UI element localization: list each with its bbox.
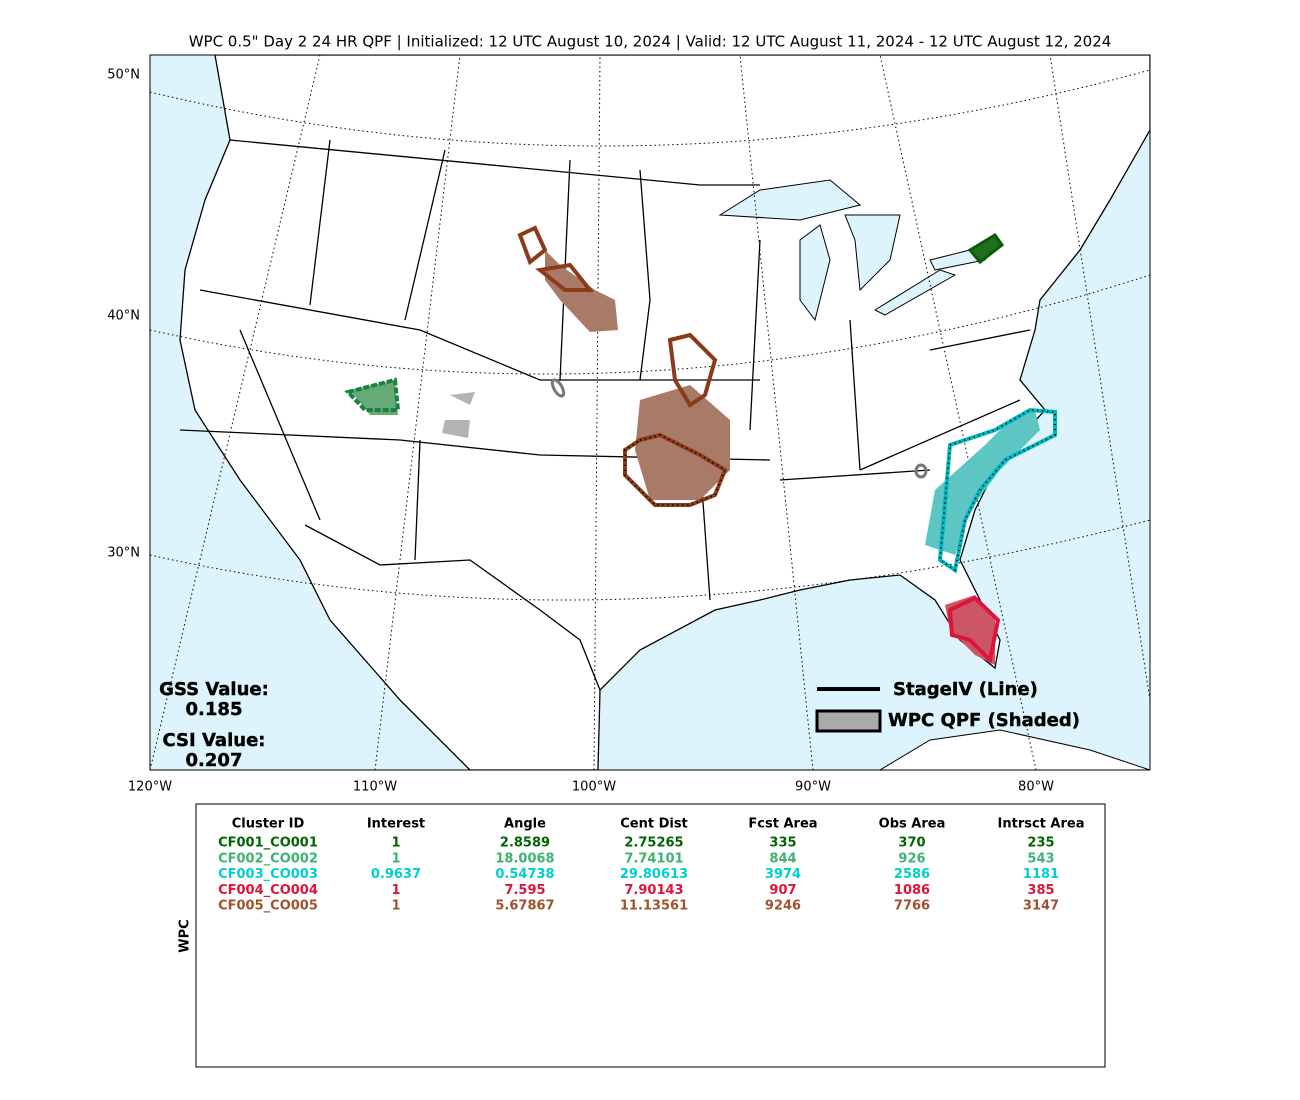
lat-labels: 50°N 40°N 30°N [107, 68, 140, 561]
lon-label: 120°W [128, 780, 172, 795]
table-header: Interest [367, 817, 425, 832]
table-cell: 3974 [765, 867, 801, 882]
table-cell: 7.74101 [624, 851, 683, 866]
table-cell: 2.75265 [624, 836, 683, 851]
score-value: 0.207 [186, 750, 243, 771]
table-cell: CF001_CO001 [218, 836, 318, 851]
borders [179, 139, 1031, 691]
table-cell: 1 [391, 836, 400, 851]
table-cell: 11.13561 [620, 899, 688, 914]
table-cell: 0.9637 [371, 867, 421, 882]
table-cell: 3147 [1023, 899, 1059, 914]
table-cell: 1086 [894, 883, 930, 898]
table-cell: CF003_CO003 [218, 867, 318, 882]
table-header: Angle [504, 817, 546, 832]
map-frame [149, 54, 1151, 771]
table-cell: 9246 [765, 899, 801, 914]
table-cell: 1 [391, 883, 400, 898]
table-cell: CF004_CO004 [218, 883, 318, 898]
lat-label: 30°N [107, 546, 140, 561]
graticule [150, 55, 1150, 770]
table-header: Obs Area [879, 817, 946, 832]
table-header: Cent Dist [620, 817, 688, 832]
legend-swatch [815, 709, 882, 733]
scores: GSS Value: 0.185 CSI Value: 0.207 [159, 679, 269, 771]
title: WPC 0.5" Day 2 24 HR QPF | Initialized: … [189, 33, 1112, 51]
cuba [879, 729, 1150, 770]
score-label: CSI Value: [163, 730, 266, 751]
legend-label: StageIV (Line) [893, 679, 1038, 700]
legend-label: WPC QPF (Shaded) [888, 710, 1080, 731]
table-header: Fcst Area [748, 817, 817, 832]
table-cell: 370 [898, 836, 925, 851]
table-frame [195, 803, 1106, 1068]
table-side-label: WPC [178, 919, 193, 952]
table-cell: 2.8589 [500, 836, 550, 851]
table-cell: 543 [1027, 851, 1054, 866]
score-label: GSS Value: [159, 679, 269, 700]
table-cell: 29.80613 [620, 867, 688, 882]
table-cell: 7.90143 [624, 883, 683, 898]
table-header: Cluster ID [232, 817, 305, 832]
great-lakes [718, 179, 991, 322]
table-cell: 335 [769, 836, 796, 851]
lon-label: 80°W [1018, 780, 1054, 795]
map [150, 55, 1150, 770]
table-cell: 844 [769, 851, 796, 866]
table-cell: 7.595 [504, 883, 545, 898]
lon-label: 110°W [353, 780, 397, 795]
table-cell: 5.67867 [495, 899, 554, 914]
table-cell: 1 [391, 899, 400, 914]
qpf-clusters [344, 225, 1057, 665]
table-cell: 1 [391, 851, 400, 866]
table-cell: CF005_CO005 [218, 899, 318, 914]
table-cell: 235 [1027, 836, 1054, 851]
lon-labels: 120°W 110°W 100°W 90°W 80°W [128, 780, 1054, 795]
table-cell: 926 [898, 851, 925, 866]
table: Cluster ID Interest Angle Cent Dist Fcst Are… [218, 817, 1084, 914]
table-cell: 1181 [1023, 867, 1059, 882]
table-cell: 18.0068 [495, 851, 554, 866]
table-cell: 2586 [894, 867, 930, 882]
table-cell: 907 [769, 883, 796, 898]
lat-label: 50°N [107, 68, 140, 83]
legend: StageIV (Line) WPC QPF (Shaded) [815, 679, 1080, 733]
lon-label: 90°W [795, 780, 831, 795]
lat-label: 40°N [107, 309, 140, 324]
lon-label: 100°W [572, 780, 616, 795]
table-cell: 7766 [894, 899, 930, 914]
table-header: Intrsct Area [998, 817, 1085, 832]
table-cell: 385 [1027, 883, 1054, 898]
table-cell: CF002_CO002 [218, 851, 318, 866]
table-cell: 0.54738 [495, 867, 554, 882]
score-value: 0.185 [186, 699, 243, 720]
